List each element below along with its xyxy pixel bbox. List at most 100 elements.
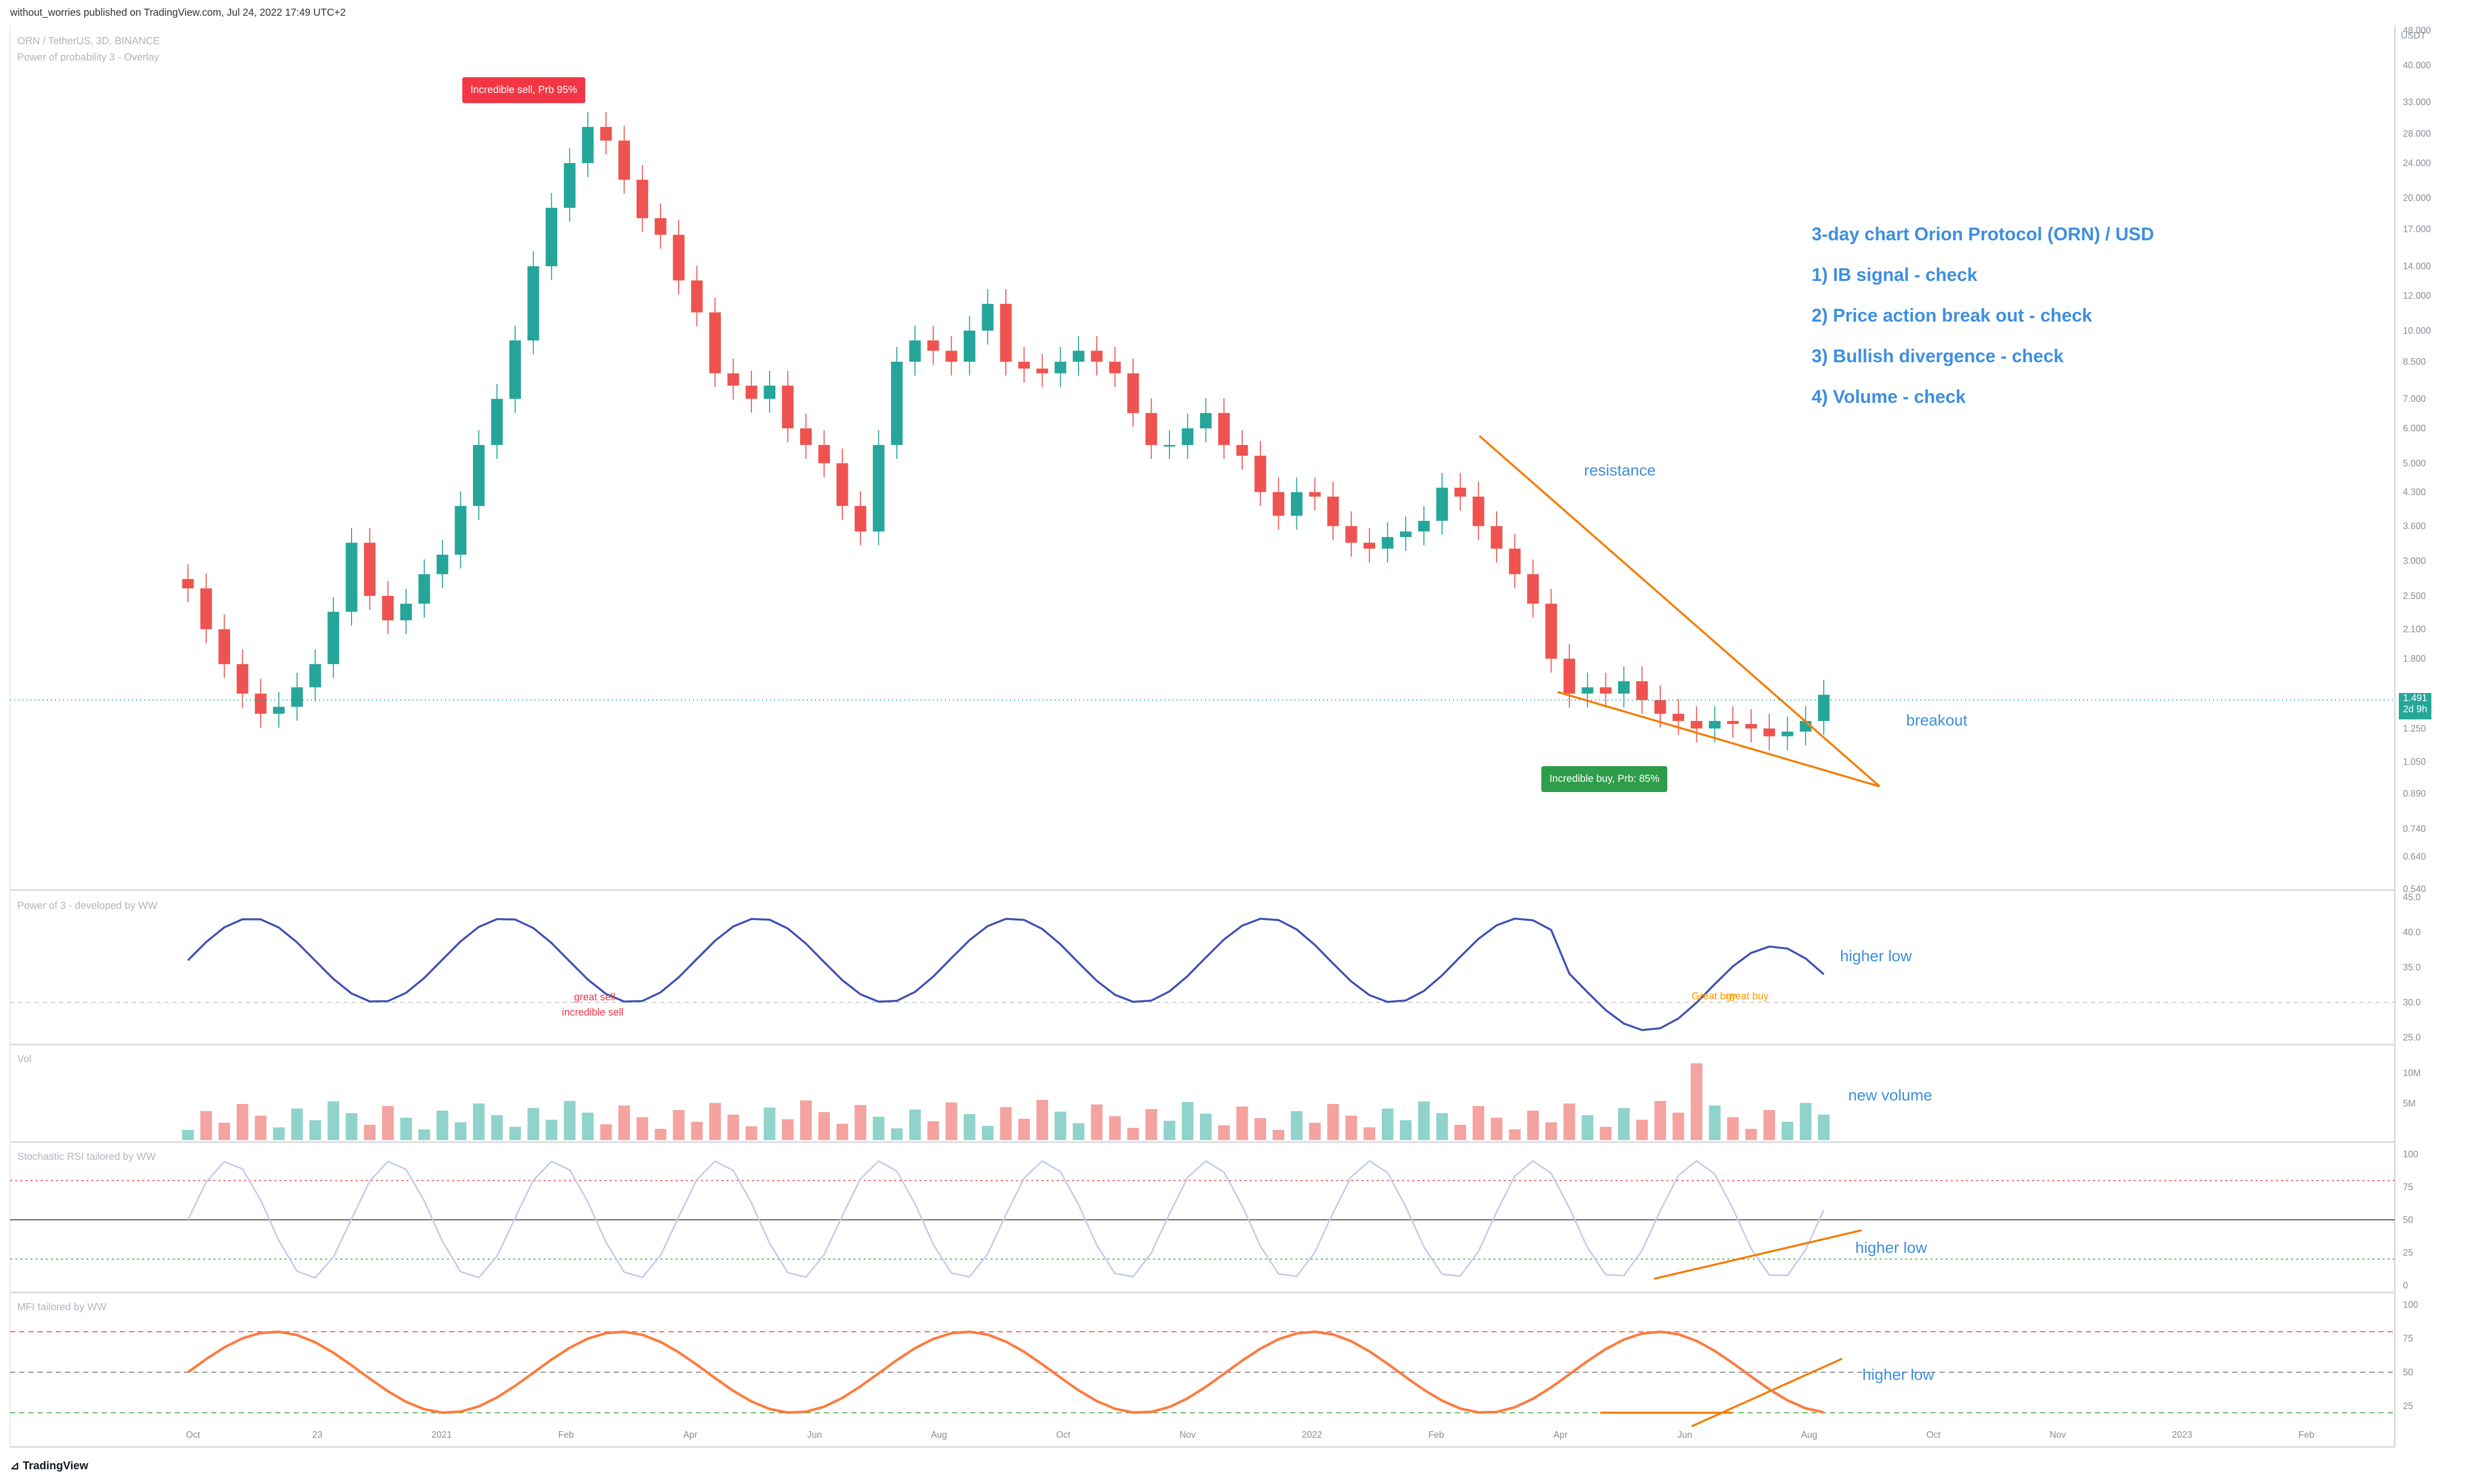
candle-body	[309, 664, 321, 687]
candle-body	[1127, 373, 1139, 413]
volume-bar	[309, 1120, 321, 1140]
candle-body	[1563, 658, 1575, 694]
stoch-tick-label: 25	[2403, 1248, 2413, 1258]
higher-low-power-label: higher low	[1840, 947, 1912, 965]
mfi-pane-label: MFI tailored by WW	[17, 1302, 107, 1313]
buy-signal-tag[interactable]: Incredible buy, Prb: 85%	[1541, 766, 1668, 792]
sell-signal-tag[interactable]: Incredible sell, Prb 95%	[462, 77, 586, 103]
price-tick-label: 2.100	[2403, 624, 2426, 635]
power-tick-label: 35.0	[2403, 962, 2421, 972]
volume-bar	[1654, 1101, 1666, 1140]
volume-bar	[836, 1124, 848, 1140]
power-tick-label: 25.0	[2403, 1032, 2421, 1043]
volume-bar	[1600, 1127, 1612, 1140]
candle-body	[1745, 723, 1757, 729]
price-tick-label: 40.000	[2403, 60, 2431, 71]
candle-body	[1618, 681, 1630, 694]
volume-bar	[1345, 1116, 1357, 1140]
volume-bar	[200, 1111, 212, 1140]
volume-bar	[582, 1113, 594, 1140]
candle-body	[563, 163, 576, 208]
volume-bar	[636, 1117, 648, 1140]
time-tick-label: Jun	[1677, 1430, 1692, 1440]
candle-body	[1054, 361, 1066, 373]
candle-body	[945, 351, 958, 362]
candle-body	[182, 579, 194, 589]
volume-bar	[654, 1129, 667, 1140]
current-price-badge[interactable]: 1.491 2d 9h	[2399, 693, 2431, 719]
candle-body	[1454, 487, 1466, 497]
tv-logo-icon: ⊿	[10, 1459, 20, 1472]
candle-body	[1672, 713, 1685, 721]
candle-body	[1400, 531, 1412, 538]
candle-body	[1691, 721, 1703, 729]
candle-body	[891, 361, 903, 445]
stoch-tick-label: 75	[2403, 1182, 2413, 1192]
time-tick-label: 2021	[431, 1430, 452, 1440]
mfi-line	[187, 1330, 1824, 1414]
time-tick-label: Oct	[1926, 1430, 1941, 1440]
candle-body	[273, 707, 285, 714]
price-tick-label: 24.000	[2403, 158, 2431, 168]
price-tick-label: 28.000	[2403, 129, 2431, 139]
price-tick-label: 1.250	[2403, 723, 2426, 734]
time-tick-label: Feb	[1429, 1430, 1444, 1440]
candle-body	[1309, 492, 1321, 497]
candle-body	[691, 280, 703, 312]
candle-body	[291, 687, 303, 707]
volume-bar	[1545, 1122, 1557, 1140]
volume-bar	[1000, 1107, 1012, 1140]
volume-bar	[1491, 1118, 1503, 1140]
candle-body	[909, 340, 921, 362]
annotation-item-2: 2) Price action break out - check	[1812, 305, 2093, 326]
time-axis: Oct 23 2021 Feb Apr Jun Aug Oct Nov 2022 Feb Apr Jun…	[186, 1430, 2315, 1440]
volume-bar	[1799, 1103, 1812, 1140]
great-buy-label-2: great buy	[1726, 991, 1769, 1002]
time-tick-label: Nov	[1180, 1430, 1196, 1440]
candle-body	[1200, 413, 1212, 429]
volume-bar	[1109, 1116, 1121, 1140]
incredible-sell-label: incredible sell	[562, 1007, 624, 1018]
volume-bar	[1290, 1111, 1303, 1140]
candle-body	[1036, 368, 1049, 373]
price-tick-label: 5.000	[2403, 458, 2426, 468]
candle-body	[527, 266, 540, 341]
candlestick-series	[182, 112, 1830, 750]
price-tick-label: 2.500	[2403, 591, 2426, 601]
price-axis: 48.000 40.000 33.000 28.000 24.000 20.000 17.0…	[2403, 25, 2431, 894]
volume-bar	[673, 1110, 685, 1140]
volume-bar	[618, 1106, 630, 1140]
current-price-value: 1.491	[2403, 693, 2427, 704]
stoch-higher-low-trendline	[1654, 1229, 1862, 1280]
mfi-tick-label: 50	[2403, 1367, 2413, 1377]
volume-bar	[1127, 1128, 1139, 1140]
symbol-line: ORN / TetherUS, 3D, BINANCE	[17, 36, 160, 47]
candle-body	[764, 386, 776, 399]
candle-body	[1727, 721, 1739, 724]
trendlines	[10, 435, 2395, 787]
tradingview-logo[interactable]: ⊿ TradingView	[10, 1459, 88, 1472]
price-tick-label: 3.000	[2403, 556, 2426, 566]
price-tick-label: 3.600	[2403, 521, 2426, 531]
candle-body	[709, 312, 721, 373]
candle-body	[1000, 304, 1012, 362]
candle-body	[654, 218, 667, 235]
mfi-tick-label: 100	[2403, 1300, 2418, 1310]
volume-bar	[1636, 1120, 1648, 1140]
candle-body	[727, 373, 739, 386]
candle-body	[1018, 361, 1030, 369]
volume-bar	[1708, 1106, 1721, 1140]
price-tick-label: 48.000	[2403, 25, 2431, 36]
volume-bar	[1563, 1103, 1575, 1140]
volume-bar	[364, 1125, 376, 1140]
candle-body	[1436, 487, 1448, 521]
volume-bar	[1200, 1114, 1212, 1140]
candle-body	[200, 588, 212, 629]
volume-bar	[1672, 1113, 1685, 1140]
volume-bar	[709, 1103, 721, 1140]
volume-bar	[1273, 1130, 1285, 1140]
candle-body	[509, 340, 521, 399]
volume-pane: 10M 5M	[182, 1063, 2421, 1140]
